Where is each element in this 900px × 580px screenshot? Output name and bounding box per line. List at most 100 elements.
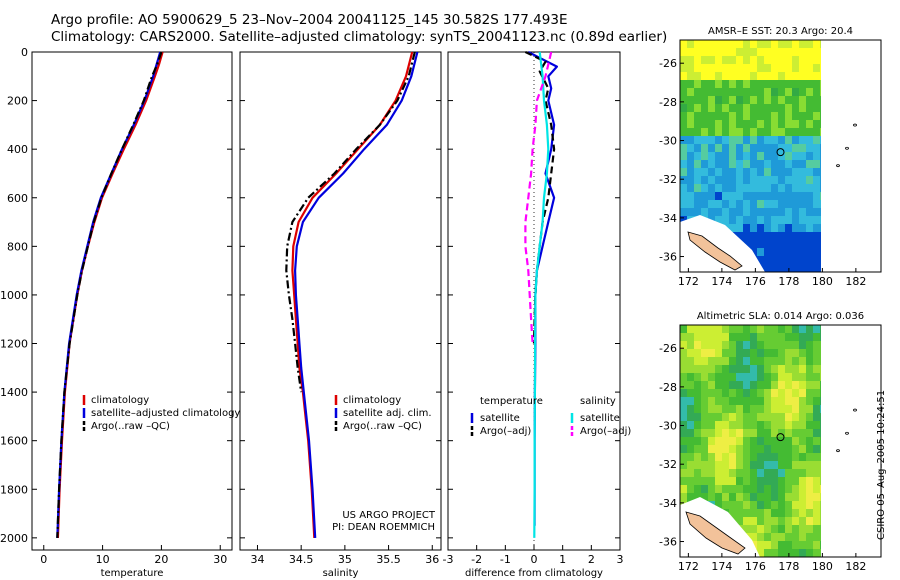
heat-cell bbox=[813, 549, 821, 557]
heat-cell bbox=[729, 453, 737, 462]
heat-cell bbox=[820, 200, 821, 209]
heat-cell bbox=[820, 533, 821, 542]
heat-cell bbox=[701, 341, 709, 350]
heat-cell bbox=[785, 365, 793, 374]
heat-cell bbox=[813, 144, 821, 153]
heat-cell bbox=[708, 200, 716, 209]
heat-cell bbox=[701, 120, 709, 129]
heat-cell bbox=[792, 208, 800, 217]
heat-cell bbox=[778, 232, 786, 241]
heat-cell bbox=[806, 533, 814, 542]
heat-cell bbox=[750, 357, 758, 366]
map-x-tick-label: 180 bbox=[812, 560, 833, 573]
heat-cell bbox=[708, 333, 716, 342]
heat-cell bbox=[722, 501, 730, 510]
heat-cell bbox=[687, 208, 695, 217]
heat-cell bbox=[806, 264, 814, 272]
heat-cell bbox=[799, 64, 807, 73]
y-tick-label: 1200 bbox=[0, 338, 28, 351]
heat-cell bbox=[820, 168, 821, 177]
heat-cell bbox=[715, 48, 723, 57]
heat-cell bbox=[708, 381, 716, 390]
heat-cell bbox=[785, 56, 793, 65]
heat-cell bbox=[694, 56, 702, 65]
heat-cell bbox=[694, 112, 702, 121]
heat-cell bbox=[778, 405, 786, 414]
heat-cell bbox=[743, 341, 751, 350]
heat-cell bbox=[792, 176, 800, 185]
heat-cell bbox=[750, 333, 758, 342]
x-axis-label: temperature bbox=[101, 568, 164, 579]
heat-cell bbox=[771, 240, 779, 249]
heat-cell bbox=[764, 200, 772, 209]
heat-cell bbox=[743, 232, 751, 241]
heat-cell bbox=[715, 128, 723, 137]
heat-cell bbox=[813, 264, 821, 272]
heat-cell bbox=[743, 120, 751, 129]
heat-cell bbox=[764, 248, 772, 257]
map-x-tick-label: 174 bbox=[711, 560, 732, 573]
heat-cell bbox=[701, 136, 709, 145]
heat-cell bbox=[729, 389, 737, 398]
heat-cell bbox=[743, 357, 751, 366]
heat-cell bbox=[771, 429, 779, 438]
heat-cell bbox=[680, 56, 688, 65]
heat-cell bbox=[750, 240, 758, 249]
heat-cell bbox=[715, 349, 723, 358]
heat-cell bbox=[785, 445, 793, 454]
heat-cell bbox=[701, 72, 709, 81]
heat-cell bbox=[743, 80, 751, 89]
heat-cell bbox=[764, 413, 772, 422]
heat-cell bbox=[785, 256, 793, 265]
heat-cell bbox=[750, 453, 758, 462]
heat-cell bbox=[799, 365, 807, 374]
heat-cell bbox=[750, 429, 758, 438]
heat-cell bbox=[785, 421, 793, 430]
heat-cell bbox=[701, 493, 709, 502]
heat-cell bbox=[743, 365, 751, 374]
heat-cell bbox=[764, 549, 772, 557]
heat-cell bbox=[743, 184, 751, 193]
heat-cell bbox=[722, 144, 730, 153]
heat-cell bbox=[708, 48, 716, 57]
heat-cell bbox=[764, 232, 772, 241]
heat-cell bbox=[820, 421, 821, 430]
heat-cell bbox=[687, 152, 695, 161]
heat-cell bbox=[820, 517, 821, 526]
heat-cell bbox=[729, 160, 737, 169]
heat-cell bbox=[687, 136, 695, 145]
heat-cell bbox=[750, 341, 758, 350]
heat-cell bbox=[687, 373, 695, 382]
heat-cell bbox=[799, 136, 807, 145]
heat-cell bbox=[680, 208, 688, 217]
heat-cell bbox=[694, 397, 702, 406]
heat-cell bbox=[771, 541, 779, 550]
heat-cell bbox=[785, 48, 793, 57]
heat-cell bbox=[792, 525, 800, 534]
heat-cell bbox=[729, 485, 737, 494]
heat-cell bbox=[757, 144, 765, 153]
heat-cell bbox=[708, 128, 716, 137]
heat-cell bbox=[764, 461, 772, 470]
heat-cell bbox=[806, 176, 814, 185]
heat-cell bbox=[757, 333, 765, 342]
heat-cell bbox=[715, 445, 723, 454]
heat-cell bbox=[680, 128, 688, 137]
heat-cell bbox=[813, 200, 821, 209]
heat-cell bbox=[757, 437, 765, 446]
heat-cell bbox=[729, 381, 737, 390]
heat-cell bbox=[757, 517, 765, 526]
heat-cell bbox=[792, 240, 800, 249]
heat-cell bbox=[771, 248, 779, 257]
heat-cell bbox=[771, 469, 779, 478]
heat-cell bbox=[750, 160, 758, 169]
heat-cell bbox=[729, 421, 737, 430]
map-y-tick-label: -28 bbox=[659, 96, 677, 109]
heat-cell bbox=[792, 501, 800, 510]
heat-cell bbox=[757, 256, 765, 265]
heat-cell bbox=[792, 184, 800, 193]
heat-cell bbox=[771, 453, 779, 462]
heat-cell bbox=[764, 389, 772, 398]
x-tick-label: 35 bbox=[338, 553, 352, 566]
heat-cell bbox=[820, 56, 821, 65]
